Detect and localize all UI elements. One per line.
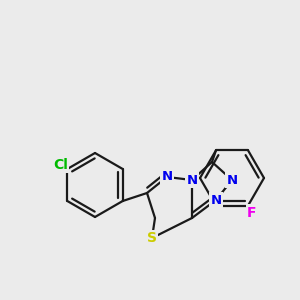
Text: Cl: Cl: [53, 158, 68, 172]
Text: N: N: [186, 173, 198, 187]
Text: F: F: [247, 206, 257, 220]
Text: S: S: [147, 231, 157, 245]
Text: N: N: [210, 194, 222, 206]
Text: N: N: [226, 173, 238, 187]
Text: N: N: [161, 170, 172, 184]
